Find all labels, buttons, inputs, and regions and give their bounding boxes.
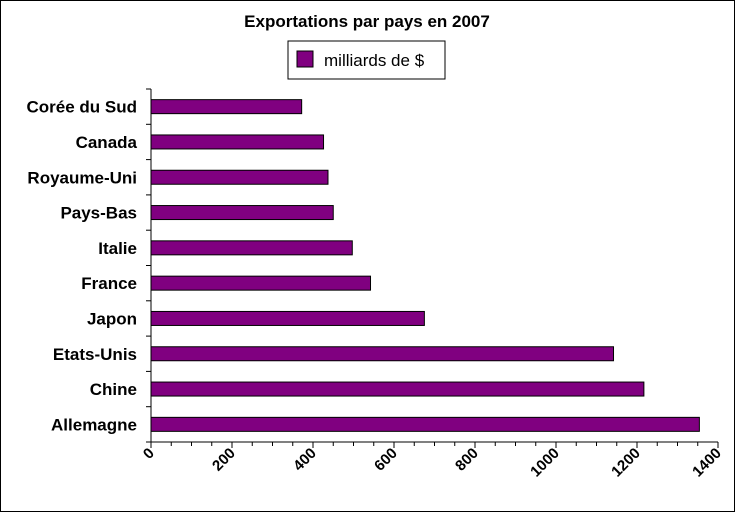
category-label: Japon: [87, 309, 137, 328]
category-label: Royaume-Uni: [27, 168, 137, 187]
legend-box: [287, 40, 446, 80]
bar: [150, 346, 615, 362]
legend-label: milliards de $: [324, 51, 425, 70]
bar: [150, 99, 303, 115]
category-label: Corée du Sud: [26, 98, 137, 117]
bar: [150, 416, 700, 432]
x-tick-label: 800: [452, 445, 482, 475]
category-label: Pays-Bas: [60, 204, 137, 223]
plot-area: Corée du Sud Canada Royaume-Uni Pays-Bas Ita…: [26, 88, 725, 481]
x-tick-label: 1200: [608, 445, 644, 481]
bar: [150, 169, 329, 185]
bar: [150, 134, 325, 150]
x-tick-label: 1400: [689, 445, 725, 481]
x-tick-label: 0: [140, 445, 158, 463]
x-tick-label: 600: [371, 445, 401, 475]
category-label: Allemagne: [51, 415, 137, 434]
bar: [150, 205, 334, 221]
chart-title: Exportations par pays en 2007: [244, 12, 490, 31]
x-tick-label: 1000: [527, 445, 563, 481]
category-label: Chine: [90, 380, 137, 399]
bar: [150, 240, 353, 256]
category-label: Etats-Unis: [53, 345, 137, 364]
bar: [150, 381, 645, 397]
bar: [150, 275, 372, 291]
legend: milliards de $: [287, 40, 446, 80]
category-label: Canada: [76, 133, 138, 152]
x-tick-label: 200: [209, 445, 239, 475]
category-label: France: [81, 274, 137, 293]
category-label: Italie: [98, 239, 137, 258]
x-tick-label: 400: [290, 445, 320, 475]
legend-swatch: [296, 50, 314, 68]
bar: [150, 310, 425, 326]
